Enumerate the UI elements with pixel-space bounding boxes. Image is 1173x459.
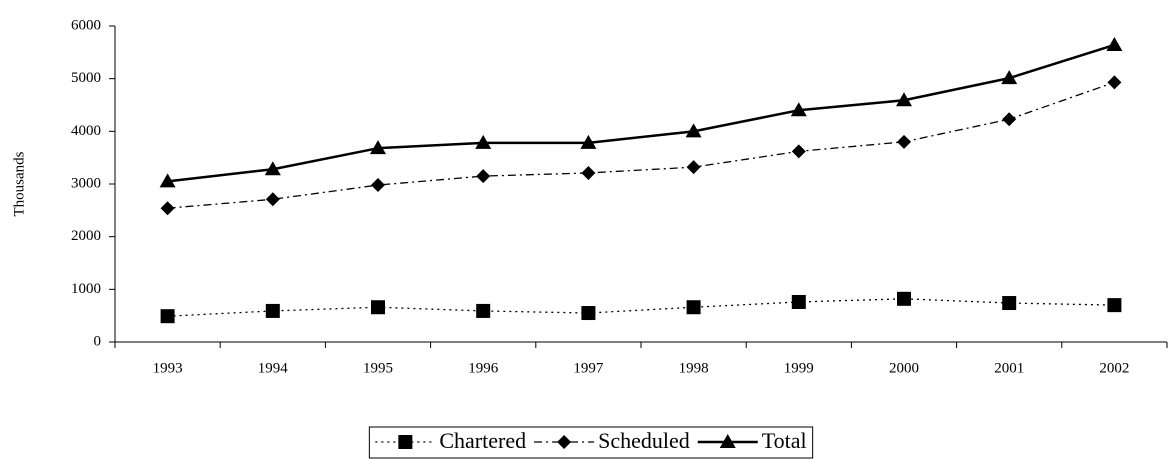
marker <box>686 160 701 175</box>
y-axis-label: Thousands <box>11 151 27 216</box>
x-tick-label: 2001 <box>994 360 1024 376</box>
marker <box>581 165 596 180</box>
marker <box>475 134 492 149</box>
x-tick-label: 1999 <box>784 360 814 376</box>
x-tick-label: 1996 <box>468 360 499 376</box>
marker <box>160 309 175 324</box>
legend-label: Chartered <box>439 428 526 453</box>
marker <box>1106 36 1123 51</box>
marker <box>685 123 702 138</box>
marker <box>686 300 701 315</box>
y-tick-label: 0 <box>94 333 102 349</box>
x-tick-label: 1993 <box>153 360 183 376</box>
y-tick-label: 3000 <box>71 175 101 191</box>
x-tick-label: 2002 <box>1099 360 1129 376</box>
marker <box>370 140 386 155</box>
legend-label: Scheduled <box>598 428 690 453</box>
y-tick-label: 5000 <box>71 70 101 86</box>
marker <box>476 303 491 318</box>
marker <box>791 144 806 159</box>
marker <box>719 434 736 448</box>
series-line <box>167 81 1115 209</box>
marker <box>580 134 597 149</box>
marker <box>264 161 281 176</box>
marker <box>159 173 176 188</box>
marker <box>1001 70 1018 85</box>
marker <box>1002 296 1017 311</box>
marker <box>897 291 911 306</box>
x-tick-label: 1995 <box>363 360 393 376</box>
marker <box>1107 298 1122 313</box>
y-tick-label: 2000 <box>71 228 101 244</box>
marker <box>1002 112 1017 127</box>
marker <box>790 102 807 117</box>
marker <box>557 435 572 449</box>
x-tick-label: 1998 <box>679 360 709 376</box>
marker <box>398 435 413 449</box>
legend-label: Total <box>762 428 807 453</box>
marker <box>1107 75 1122 90</box>
marker <box>581 306 596 321</box>
marker <box>265 303 280 318</box>
marker <box>371 178 385 193</box>
marker <box>476 169 491 184</box>
legend: Chartered Scheduled Total <box>368 426 814 459</box>
marker <box>896 92 912 107</box>
y-tick-label: 1000 <box>71 281 101 297</box>
marker <box>160 201 175 216</box>
marker <box>371 300 385 315</box>
y-tick-label: 6000 <box>71 17 101 33</box>
x-tick-label: 1997 <box>573 360 604 376</box>
x-tick-label: 1994 <box>258 360 289 376</box>
marker <box>897 134 911 149</box>
series-line <box>167 43 1115 183</box>
y-tick-label: 4000 <box>71 123 101 139</box>
marker <box>265 192 280 207</box>
series-line <box>167 298 1115 317</box>
marker <box>791 294 806 309</box>
x-tick-label: 2000 <box>889 360 919 376</box>
